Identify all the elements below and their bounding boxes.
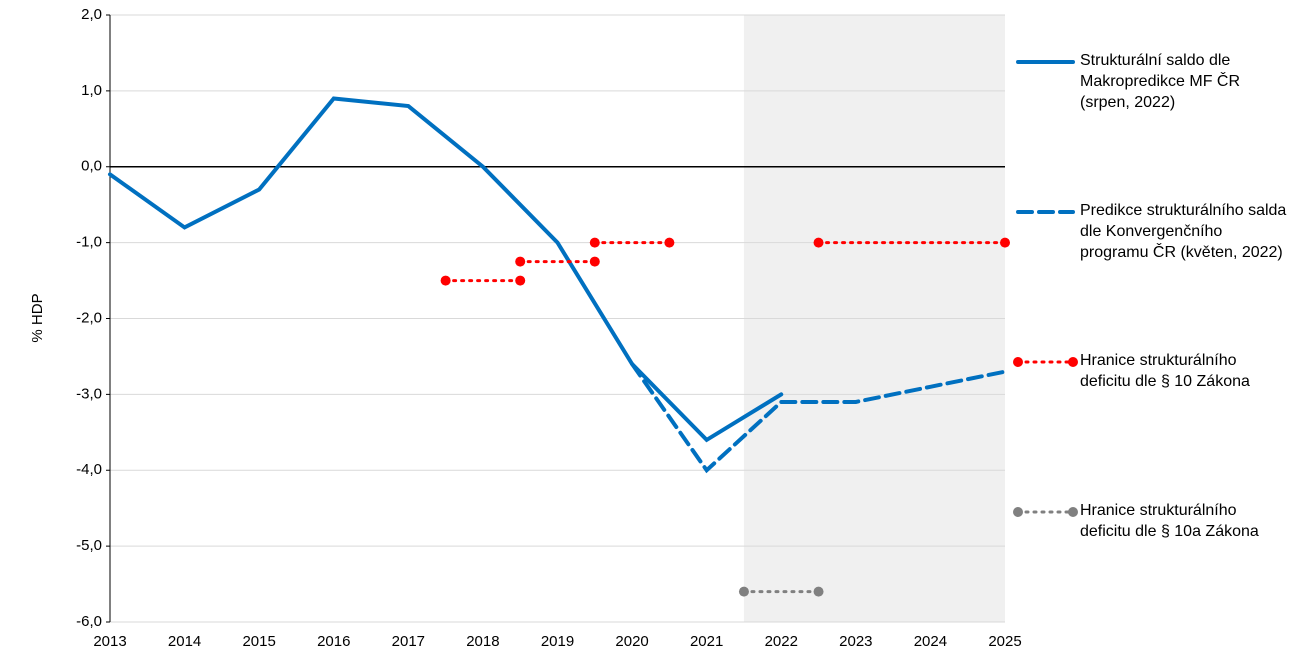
point bbox=[589, 256, 600, 267]
x-tick-label: 2024 bbox=[914, 633, 947, 650]
legend-dot bbox=[1013, 357, 1023, 367]
x-tick-label: 2019 bbox=[541, 633, 574, 650]
series-line bbox=[630, 362, 1007, 474]
x-tick-label: 2013 bbox=[93, 633, 126, 650]
x-tick-label: 2014 bbox=[168, 633, 201, 650]
legend-label: Predikce strukturálního salda dle Konver… bbox=[1080, 202, 1287, 261]
x-tick-label: 2025 bbox=[988, 633, 1021, 650]
point bbox=[1000, 237, 1010, 248]
point bbox=[664, 237, 675, 248]
point bbox=[515, 256, 526, 267]
y-tick-label: -5,0 bbox=[76, 537, 102, 554]
point bbox=[440, 275, 451, 286]
x-tick-label: 2017 bbox=[392, 633, 425, 650]
y-tick-label: 1,0 bbox=[81, 82, 102, 99]
y-tick-label: 0,0 bbox=[81, 158, 102, 175]
y-axis-label: % HDP bbox=[29, 293, 46, 342]
y-tick-label: -2,0 bbox=[76, 309, 102, 326]
x-tick-label: 2023 bbox=[839, 633, 872, 650]
y-tick-label: -1,0 bbox=[76, 234, 102, 251]
legend-label: Hranice strukturálního deficitu dle § 10… bbox=[1080, 502, 1259, 540]
y-tick-label: -6,0 bbox=[76, 613, 102, 630]
legend-dot bbox=[1068, 357, 1078, 367]
legend-label: Strukturální saldo dle Makropredikce MF … bbox=[1080, 52, 1241, 111]
y-tick-label: 2,0 bbox=[81, 6, 102, 23]
x-tick-label: 2016 bbox=[317, 633, 350, 650]
point bbox=[738, 586, 749, 597]
y-tick-label: -4,0 bbox=[76, 461, 102, 478]
x-tick-label: 2020 bbox=[615, 633, 648, 650]
x-tick-label: 2021 bbox=[690, 633, 723, 650]
point bbox=[515, 275, 526, 286]
point bbox=[813, 237, 824, 248]
legend-label: Hranice strukturálního deficitu dle § 10… bbox=[1080, 352, 1250, 390]
point bbox=[813, 586, 824, 597]
x-tick-label: 2022 bbox=[765, 633, 798, 650]
x-tick-label: 2018 bbox=[466, 633, 499, 650]
legend-dot bbox=[1068, 507, 1078, 517]
point bbox=[589, 237, 600, 248]
x-tick-label: 2015 bbox=[242, 633, 275, 650]
y-tick-label: -3,0 bbox=[76, 385, 102, 402]
series-line bbox=[108, 96, 784, 443]
legend-dot bbox=[1013, 507, 1023, 517]
